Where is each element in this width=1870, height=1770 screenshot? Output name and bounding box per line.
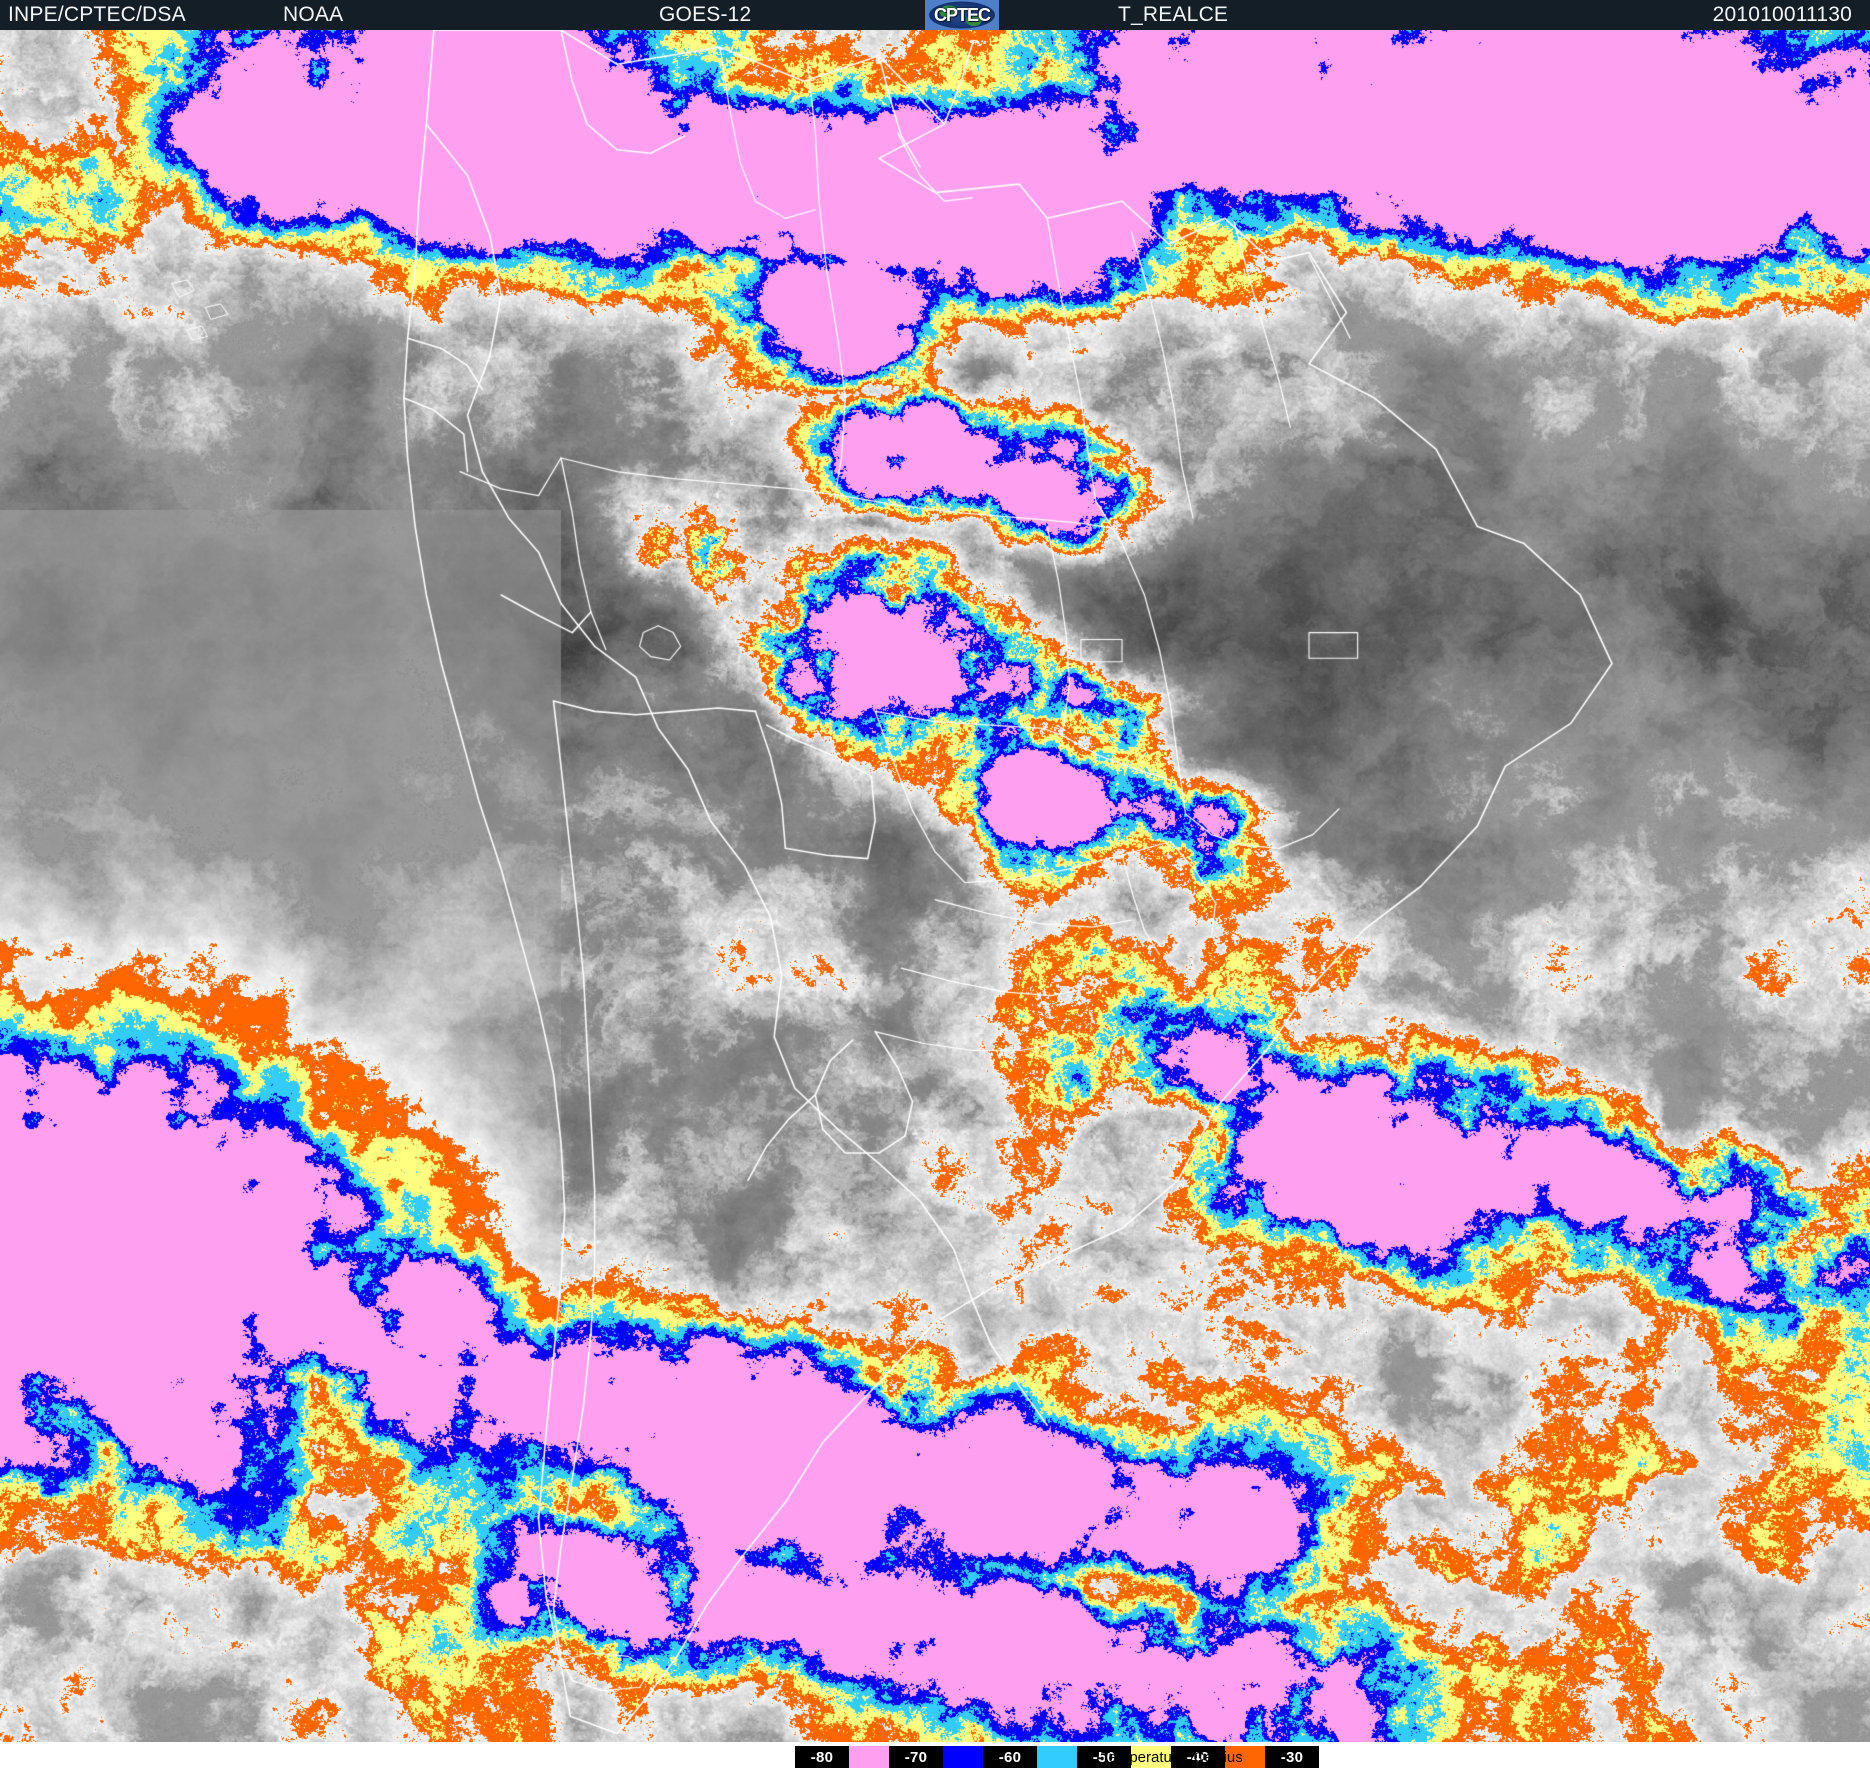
satellite-imagery-panel[interactable] bbox=[0, 30, 1870, 1742]
operator-label: NOAA bbox=[283, 3, 344, 26]
cptec-logo-text: CPTEC bbox=[933, 4, 991, 25]
legend-swatch-yellow-50-to-40 bbox=[1131, 1746, 1171, 1768]
agency-label: INPE/CPTEC/DSA bbox=[8, 3, 186, 26]
cptec-logo[interactable]: CPTEC bbox=[925, 0, 999, 30]
legend-swatch-cyan-60-to-50 bbox=[1037, 1746, 1077, 1768]
temperature-color-scale: -80 -70 -60 -50 -40 -30 bbox=[795, 1746, 1319, 1768]
legend-swatch-orange-40-to-30 bbox=[1225, 1746, 1265, 1768]
legend-label-minus40: -40 bbox=[1171, 1746, 1225, 1768]
legend-label-minus50: -50 bbox=[1077, 1746, 1131, 1768]
legend-swatch-pink-below-80 bbox=[849, 1746, 889, 1768]
product-label: T_REALCE bbox=[1118, 3, 1229, 26]
header-bar: INPE/CPTEC/DSA NOAA GOES-12 T_REALCE 201… bbox=[0, 0, 1870, 30]
legend-label-minus80: -80 bbox=[795, 1746, 849, 1768]
legend-swatch-blue-70-to-60 bbox=[943, 1746, 983, 1768]
legend-caption: Temperatura Celsius bbox=[1101, 1748, 1243, 1766]
globe-icon bbox=[929, 1, 995, 29]
legend-label-minus30: -30 bbox=[1265, 1746, 1319, 1768]
legend-label-minus70: -70 bbox=[889, 1746, 943, 1768]
timestamp-label: 201010011130 bbox=[1712, 3, 1852, 26]
platform-label: GOES-12 bbox=[659, 3, 752, 26]
legend-label-minus60: -60 bbox=[983, 1746, 1037, 1768]
legend-strip: -80 -70 -60 -50 -40 -30 Temperatura Celsius bbox=[0, 1742, 1870, 1770]
satellite-image-canvas[interactable] bbox=[0, 30, 1870, 1742]
